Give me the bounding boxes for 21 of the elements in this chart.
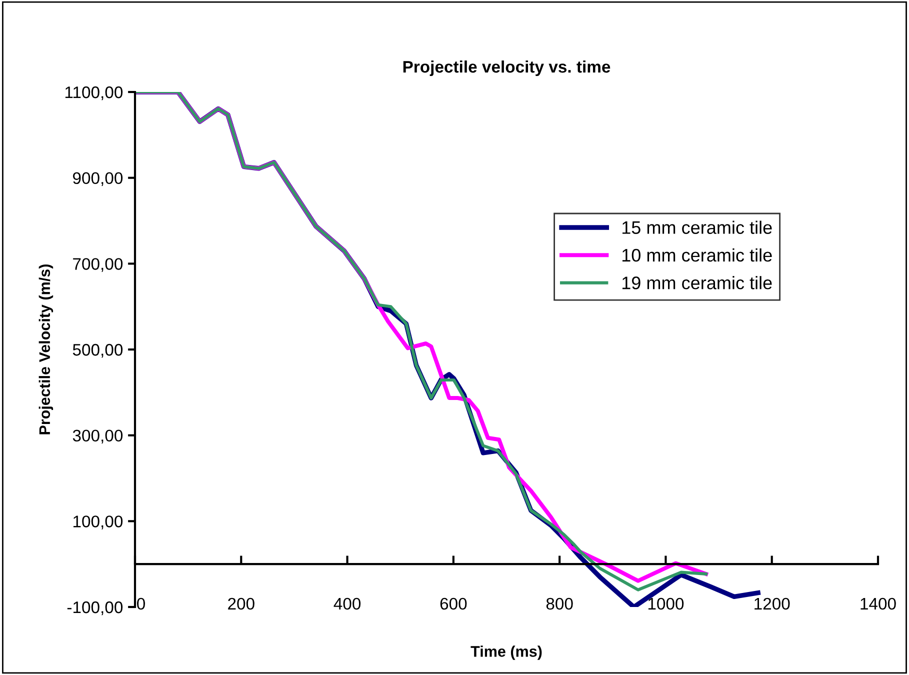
y-tick-label: 700,00 [73, 258, 123, 272]
y-tick-label: 1100,00 [65, 86, 123, 100]
y-tick-label: 500,00 [72, 344, 123, 358]
chart-title: Projectile velocity vs. time [403, 60, 610, 76]
y-axis-title: Projectile Velocity (m/s) [38, 264, 54, 434]
y-tick-label: -100,00 [67, 601, 123, 616]
x-tick-label: 600 [440, 598, 467, 610]
x-axis-title: Time (ms) [470, 646, 542, 660]
legend-label: 15 mm ceramic tile [622, 220, 772, 234]
y-tick-label: 300,00 [72, 430, 123, 444]
x-tick-label: 200 [228, 598, 254, 610]
x-tick-label: 1400 [860, 598, 896, 610]
legend-label: 10 mm ceramic tile [622, 248, 772, 262]
legend-label: 19 mm ceramic tile [622, 276, 772, 290]
x-tick-label: 400 [334, 598, 361, 610]
x-tick-label: 0 [137, 598, 145, 610]
x-tick-label: 1200 [754, 598, 790, 610]
y-tick-label: 900,00 [73, 172, 123, 186]
y-tick-label: 100,00 [73, 516, 123, 530]
x-tick-label: 800 [546, 598, 573, 610]
x-tick-label: 1000 [648, 598, 684, 610]
